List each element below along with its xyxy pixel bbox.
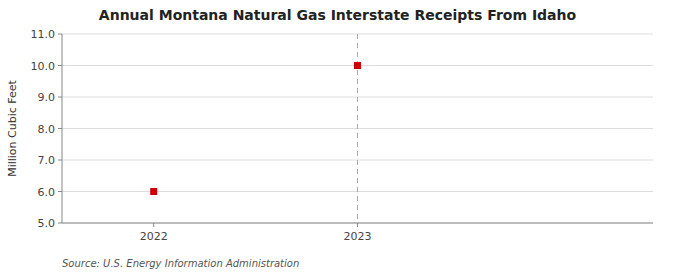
x-tick-label: 2022 — [140, 230, 168, 243]
y-tick — [58, 128, 62, 129]
y-tick — [58, 160, 62, 161]
chart-svg: Annual Montana Natural Gas Interstate Re… — [0, 0, 675, 275]
point — [354, 62, 361, 69]
plot-area — [150, 34, 361, 223]
y-tick-label: 6.0 — [38, 186, 56, 199]
y-axis-line — [62, 34, 63, 223]
y-tick — [58, 223, 62, 224]
x-axis: 2022 2023 — [62, 223, 653, 243]
y-tick-label: 10.0 — [31, 60, 56, 73]
x-tick — [357, 223, 358, 227]
x-tick-label: 2023 — [344, 230, 372, 243]
y-tick-label: 5.0 — [38, 217, 56, 230]
y-grid — [62, 34, 653, 223]
x-tick — [153, 223, 154, 227]
points — [150, 62, 361, 195]
y-tick — [58, 97, 62, 98]
y-tick — [58, 191, 62, 192]
y-tick-label: 8.0 — [38, 123, 56, 136]
y-tick-label: 9.0 — [38, 91, 56, 104]
y-tick-label: 11.0 — [31, 28, 56, 41]
y-tick — [58, 65, 62, 66]
source: Source: U.S. Energy Information Administ… — [62, 258, 299, 269]
y-axis-label: Million Cubic Feet — [6, 79, 19, 176]
y-tick-label: 7.0 — [38, 154, 56, 167]
y-axis: 5.0 6.0 7.0 8.0 9.0 10.0 11.0 — [31, 28, 63, 230]
title: Annual Montana Natural Gas Interstate Re… — [99, 7, 577, 23]
y-tick — [58, 34, 62, 35]
point — [150, 188, 157, 195]
chart-container: Annual Montana Natural Gas Interstate Re… — [0, 0, 675, 275]
